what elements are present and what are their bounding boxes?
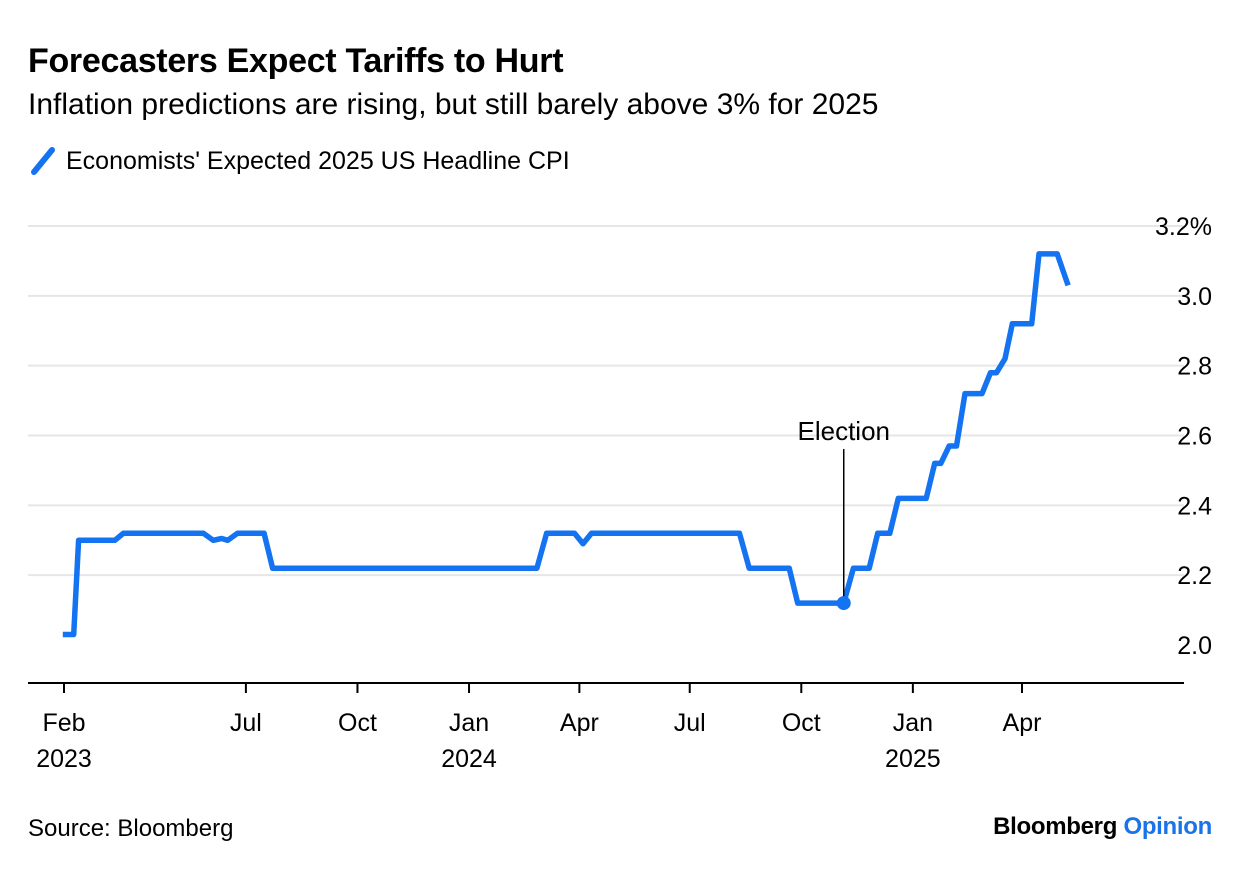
y-tick-label: 3.0 <box>1177 283 1212 311</box>
source-note: Source: Bloomberg <box>28 815 234 842</box>
x-tick-label: Oct <box>782 709 821 737</box>
y-tick-label: 3.2% <box>1155 213 1212 241</box>
y-tick-label: 2.4 <box>1177 492 1212 520</box>
x-tick-label: Jan <box>893 709 933 737</box>
x-axis: Feb 2023 Jul Oct Jan 2024 Apr Jul Oct Jan 2025 Apr <box>28 682 1184 773</box>
legend-swatch <box>31 147 55 175</box>
y-tick-label: 2.0 <box>1177 632 1212 660</box>
series-layer <box>62 251 1071 638</box>
gridlines <box>28 225 1184 577</box>
annotation-label: Election <box>797 416 890 446</box>
y-tick-label: 2.8 <box>1177 353 1212 381</box>
x-tick-label: Jul <box>674 709 706 737</box>
x-tick-label: Jul <box>230 709 262 737</box>
brand-main: Bloomberg <box>993 813 1118 840</box>
x-tick-year-label: 2024 <box>441 745 497 773</box>
x-tick-label: Oct <box>338 709 377 737</box>
x-tick-label: Apr <box>1003 709 1042 737</box>
x-tick-year-label: 2025 <box>885 745 941 773</box>
y-tick-label: 2.6 <box>1177 423 1212 451</box>
chart-subtitle: Inflation predictions are rising, but st… <box>28 88 879 121</box>
brand-logo: Bloomberg Opinion <box>993 813 1212 841</box>
brand-accent: Opinion <box>1123 813 1212 840</box>
annotation-layer: Election <box>797 416 890 611</box>
x-tick-label: Apr <box>560 709 599 737</box>
annotation-marker <box>836 596 851 611</box>
legend: Economists' Expected 2025 US Headline CP… <box>30 146 570 176</box>
legend-label: Economists' Expected 2025 US Headline CP… <box>66 146 570 175</box>
x-tick-year-label: 2023 <box>36 745 92 773</box>
series-line <box>62 251 1071 638</box>
chart-title: Forecasters Expect Tariffs to Hurt <box>28 42 564 80</box>
x-tick-label: Jan <box>449 709 489 737</box>
y-tick-label: 2.2 <box>1177 562 1212 590</box>
y-axis: 2.0 2.2 2.4 2.6 2.8 3.0 3.2% <box>1155 213 1212 660</box>
x-tick-label: Feb <box>42 709 85 737</box>
